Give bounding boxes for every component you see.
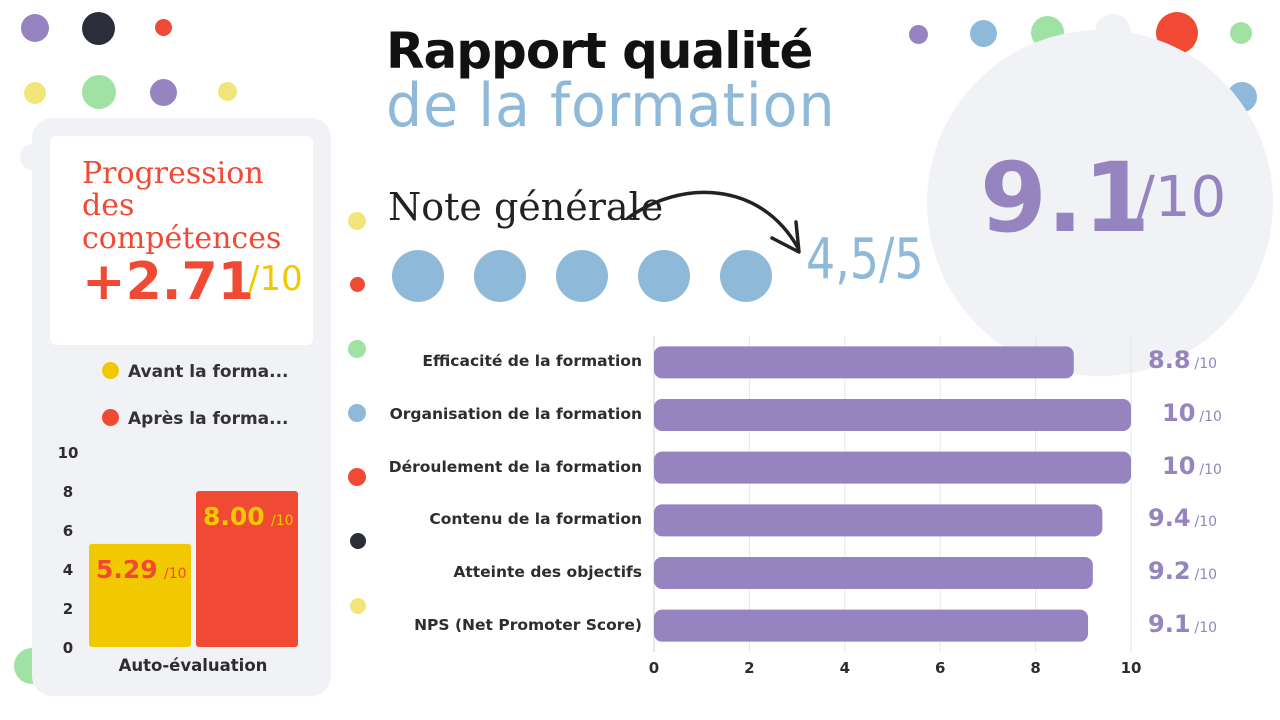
value-suffix: /10	[1194, 356, 1218, 373]
bar-value-label: 5.29	[96, 555, 158, 584]
y-tick-label: 8	[63, 483, 73, 501]
y-tick-label: 2	[63, 600, 73, 618]
decor-dot	[150, 79, 177, 106]
value-label: 8.8/10	[1148, 346, 1217, 374]
decor-dot	[1230, 22, 1252, 44]
value-number: 10	[1162, 451, 1196, 480]
legend-swatch-before	[102, 362, 119, 379]
value-suffix: /10	[1194, 619, 1218, 636]
decor-dot	[348, 212, 366, 230]
progression-value: +2.71	[82, 252, 254, 312]
value-label: 10/10	[1162, 399, 1222, 427]
bar-value-suffix: /10	[271, 513, 294, 529]
value-suffix: /10	[1199, 461, 1222, 478]
progression-card	[50, 136, 313, 345]
bar	[89, 543, 191, 647]
decor-dot	[348, 404, 366, 422]
bar	[654, 609, 1089, 642]
bar	[654, 504, 1103, 537]
value-label: 9.1/10	[1148, 610, 1217, 638]
decor-dot	[82, 12, 115, 45]
value-number: 8.8	[1148, 346, 1191, 375]
legend-swatch-after	[102, 409, 119, 426]
category-label: NPS (Net Promoter Score)	[414, 615, 642, 634]
category-label: Déroulement de la formation	[388, 457, 642, 476]
overall-note-value: 4,5/5	[806, 227, 924, 292]
decor-dot	[970, 20, 997, 47]
value-suffix: /10	[1194, 514, 1218, 531]
x-tick-label: 4	[840, 659, 850, 677]
category-label: Efficacité de la formation	[422, 352, 642, 371]
rating-dot	[720, 250, 772, 302]
value-label: 10/10	[1162, 452, 1222, 480]
progression-denominator: /10	[248, 259, 303, 299]
value-number: 9.1	[1148, 609, 1191, 638]
category-label: Organisation de la formation	[389, 405, 642, 423]
decor-dot	[348, 340, 366, 358]
rating-dot	[474, 250, 526, 302]
page-subtitle: de la formation	[386, 71, 836, 141]
legend-item-before: Avant la forma...	[102, 362, 289, 382]
x-tick-label: 8	[1030, 659, 1040, 677]
decor-dot	[909, 25, 928, 44]
bar	[654, 557, 1093, 589]
legend-item-after: Après la forma...	[102, 409, 289, 429]
decor-dot	[350, 277, 365, 292]
legend-label-after: Après la forma...	[128, 409, 289, 429]
bar	[654, 399, 1131, 431]
decor-dot	[350, 533, 366, 549]
page-title: Rapport qualité	[386, 22, 813, 80]
x-tick-label: 0	[649, 659, 659, 677]
decor-dot	[350, 598, 366, 614]
value-suffix: /10	[1199, 409, 1222, 425]
x-tick-label: 10	[1121, 659, 1142, 677]
bar-value-suffix: /10	[164, 566, 187, 582]
category-label: Atteinte des objectifs	[453, 563, 642, 581]
value-label: 9.4/10	[1148, 504, 1217, 532]
x-tick-label: 2	[744, 659, 754, 677]
y-tick-label: 10	[58, 444, 79, 462]
y-tick-label: 0	[63, 639, 73, 657]
bar-value-label: 8.00	[203, 502, 265, 531]
decor-dot	[218, 82, 237, 101]
decor-dot	[24, 82, 46, 104]
decor-dot	[348, 468, 366, 486]
value-number: 10	[1162, 399, 1196, 427]
bar	[654, 346, 1074, 379]
rating-dot	[392, 250, 444, 302]
overall-score-circle	[927, 30, 1273, 376]
progression-title: Progression des compétences	[82, 156, 282, 256]
value-number: 9.4	[1148, 504, 1191, 533]
legend-label-before: Avant la forma...	[128, 362, 289, 382]
overall-note-label: Note générale	[388, 185, 664, 229]
category-label: Contenu de la formation	[429, 510, 642, 529]
value-number: 9.2	[1148, 557, 1191, 585]
bar	[654, 451, 1131, 484]
decor-dot	[82, 75, 116, 109]
x-tick-label: 6	[935, 659, 945, 677]
decor-dot	[21, 14, 49, 42]
y-tick-label: 4	[63, 561, 73, 579]
bar	[196, 491, 298, 647]
value-suffix: /10	[1194, 567, 1218, 583]
x-axis-label: Auto-évaluation	[119, 656, 268, 675]
rating-dot	[556, 250, 608, 302]
overall-score: 9.1	[980, 142, 1151, 254]
y-tick-label: 6	[63, 522, 73, 540]
rating-dot	[638, 250, 690, 302]
overall-score-denominator: /10	[1136, 165, 1227, 230]
decor-dot	[155, 19, 172, 36]
value-label: 9.2/10	[1148, 557, 1217, 585]
